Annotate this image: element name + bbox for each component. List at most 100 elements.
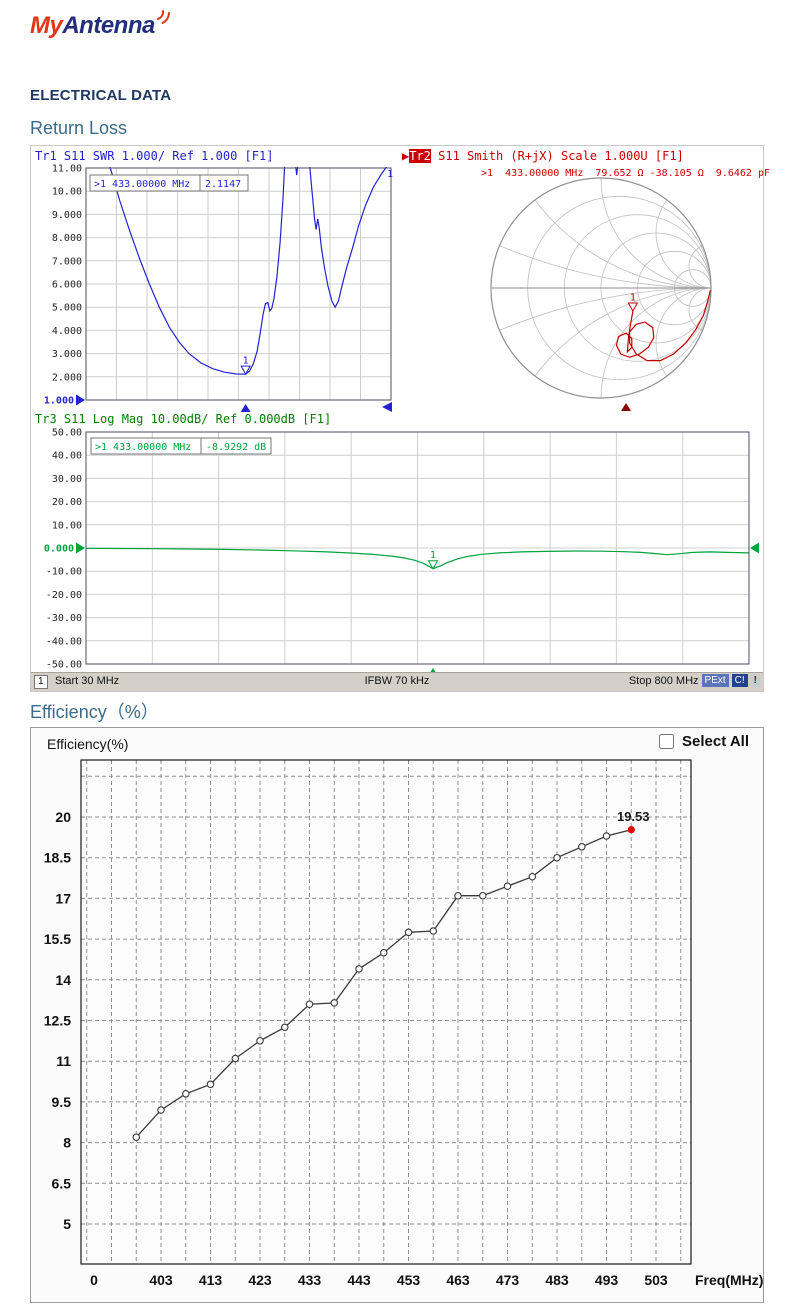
logmag-plot: 50.00 40.00 30.00 20.00 10.00 0.000 -10.00 -20.… [44,428,759,676]
swr-trace [109,167,388,375]
logmag-ytick: -30.00 [46,613,82,624]
swr-plot: 11.00 10.00 9.000 8.000 7.000 6.000 5.000 4.000… [44,164,393,412]
tr2-header: ▶Tr2 S11 Smith (R+jX) Scale 1.000U [F1] [402,149,684,163]
eff-ytick: 20 [55,809,71,825]
eff-data-point [479,891,487,900]
select-all-checkbox[interactable] [659,734,675,749]
eff-plot-bg [81,760,691,1264]
swr-ytick: 8.000 [52,233,82,244]
tr2-marker-readout: >1 433.00000 MHz 79.652 Ω -38.105 Ω 9.64… [481,168,770,179]
swr-frame [85,167,392,401]
swr-ytick: 10.00 [52,187,82,198]
logmag-marker [427,560,439,570]
correction-badge: C! [731,674,748,687]
eff-grid [81,760,691,1264]
eff-xtick: 423 [248,1272,272,1288]
efficiency-chart: 20 18.5 17 15.5 14 12.5 11 9.5 8 6.5 5 0 403 413 423 43… [44,759,763,1288]
logo-my: My [30,12,63,39]
swr-ytick: 6.000 [52,280,82,291]
eff-data-point [355,965,363,973]
ifbw-label: IFBW 70 kHz [364,675,430,687]
eff-xlabel: Freq(MHz) [695,1272,763,1288]
tr2-header-text: S11 Smith (R+jX) Scale 1.000U [F1] [430,149,684,163]
eff-xtick: 483 [545,1272,569,1288]
logmag-marker-label: 1 [430,550,436,561]
smith-marker [627,302,639,313]
alert-badge: ! [750,674,760,687]
logo-antenna: Antenna [62,12,155,39]
eff-data-point [553,853,561,862]
logmag-ytick: 40.00 [52,451,82,462]
tr1-header: Tr1 S11 SWR 1.000/ Ref 1.000 [F1] [35,149,274,163]
swr-readout-value: 2.1147 [205,179,241,190]
eff-xtick: 403 [149,1272,173,1288]
efficiency-axis-title: Efficiency(%) [47,736,129,752]
eff-ytick: 9.5 [52,1094,72,1110]
logmag-readout-freq: >1 433.00000 MHz [95,442,191,453]
eff-frame [80,759,692,1265]
swr-marker-label: 1 [243,356,249,367]
logmag-ytick: -40.00 [46,636,82,647]
logo-signal-waves-icon [156,10,170,24]
smith-outline [490,177,712,399]
logo: MyAntenna [30,10,170,40]
swr-stimulus-marker [240,404,251,412]
start-frequency: Start 30 MHz [55,675,120,687]
efficiency-panel: Efficiency(%) Select All 20 18.5 17 15.5 14 1… [30,727,764,1303]
logmag-frame [85,431,750,665]
logmag-ytick: -20.00 [46,590,82,601]
swr-grid [86,168,391,400]
electrical-data-heading: ELECTRICAL DATA [30,87,172,104]
swr-ytick: 3.000 [52,349,82,360]
logmag-ytick: 50.00 [52,428,82,439]
eff-data-point [256,1037,264,1045]
eff-ytick: 8 [63,1135,71,1151]
eff-data-point [206,1080,215,1089]
tr2-active-arrow-icon: ▶ [402,149,410,163]
logmag-trace [86,547,749,570]
swr-right-stimulus-arrow [382,402,392,412]
eff-ytick: 11 [56,1053,71,1069]
swr-ref-arrow-left [76,394,85,406]
stop-frequency: Stop 800 MHz [628,674,699,687]
logmag-ytick: 0.000 [44,544,74,555]
eff-data-point [132,1133,141,1141]
tr2-badge: Tr2 [409,149,431,163]
eff-xtick: 503 [644,1272,668,1288]
eff-xtick: 443 [347,1272,371,1288]
logmag-readout-value: -8.9292 dB [206,442,266,453]
swr-ytick: 4.000 [52,326,82,337]
eff-data-point [528,872,537,881]
eff-xtick: 0 [90,1272,98,1288]
eff-data-point [380,948,388,957]
vna-screenshot: Tr1 S11 SWR 1.000/ Ref 1.000 [F1] ▶Tr2 S… [30,145,770,692]
eff-data-point [578,843,586,851]
logmag-ref-arrow-right [750,542,759,554]
eff-ytick: 15.5 [44,931,71,947]
eff-data-point [281,1023,289,1032]
efficiency-heading: Efficiency（%） [30,702,159,722]
return-loss-heading: Return Loss [30,118,128,138]
logmag-grid [86,432,749,664]
swr-ytick: 7.000 [52,256,82,267]
eff-ytick: 14 [55,972,71,988]
swr-readout-box [89,174,249,192]
logmag-ytick: 20.00 [52,497,82,508]
eff-data-point [429,927,438,935]
pext-badge: PExt [701,674,729,687]
logmag-ytick: 10.00 [52,520,82,531]
eff-xtick: 463 [446,1272,470,1288]
eff-xtick: 453 [397,1272,421,1288]
eff-data-point [231,1054,240,1063]
swr-readout-freq: >1 433.00000 MHz [94,179,190,190]
tr3-header: Tr3 S11 Log Mag 10.00dB/ Ref 0.000dB [F1… [35,412,332,426]
eff-data-point [404,928,413,937]
select-all-control[interactable]: Select All [659,733,749,750]
channel-number: 1 [34,675,48,689]
swr-ytick: 5.000 [52,303,82,314]
swr-ytick: 2.000 [52,372,82,383]
swr-ytick: 11.00 [52,164,82,175]
swr-ytick: 1.000 [44,396,74,407]
eff-data-point [454,891,462,900]
